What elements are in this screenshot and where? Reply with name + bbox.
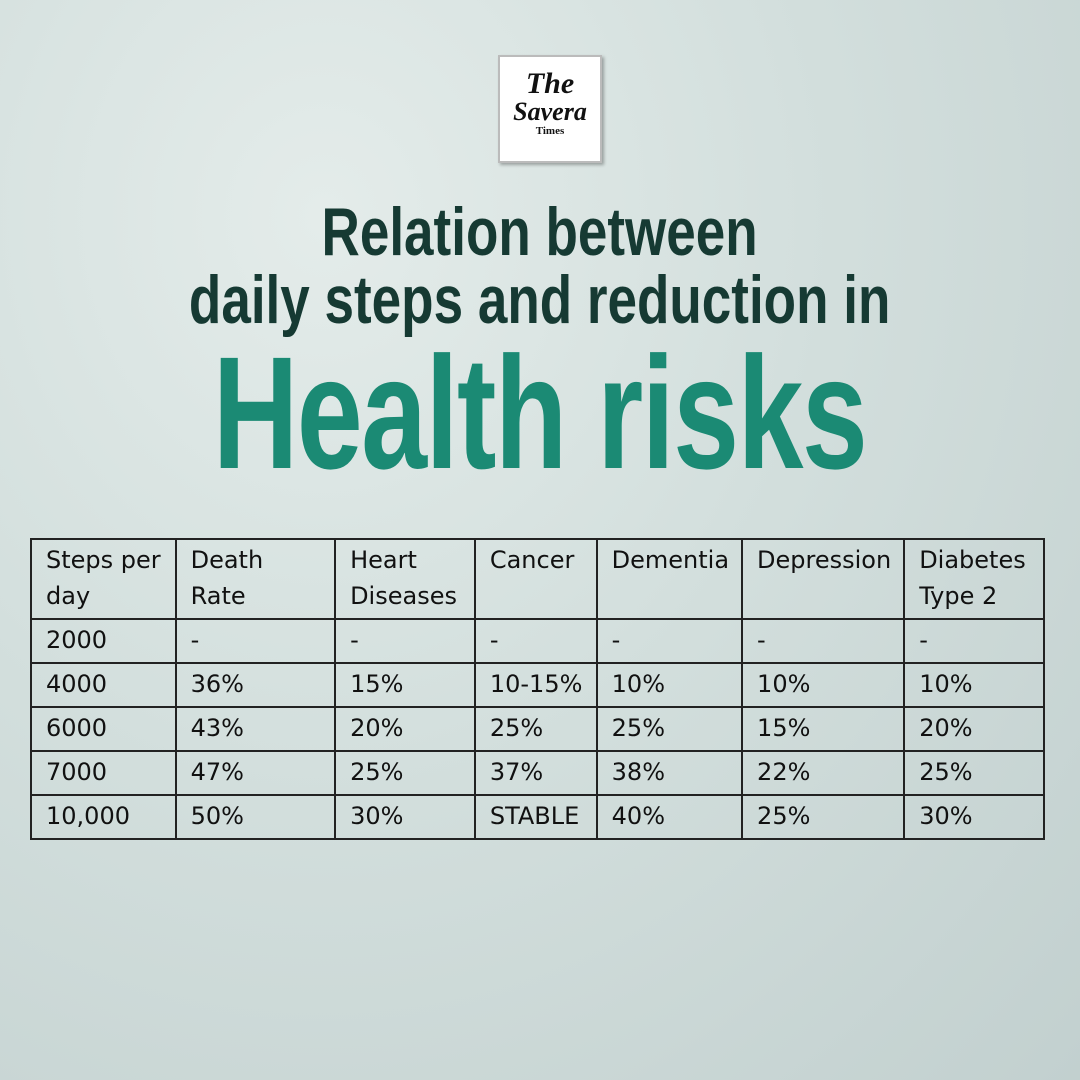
title-text: Relation between [321, 194, 759, 270]
table-cell: 20% [334, 706, 476, 752]
table-cell: STABLE [473, 794, 598, 840]
table-cell: 10% [595, 662, 744, 708]
header-cell: Cancer [473, 538, 598, 620]
table-cell: 25% [334, 750, 476, 796]
header-row: Steps per day Death Rate Heart Diseases Can… [30, 538, 1045, 620]
table-cell: - [903, 618, 1045, 664]
title-text: Health risks [213, 323, 868, 502]
header-cell: Heart Diseases [334, 538, 476, 620]
table-cell: 38% [595, 750, 744, 796]
table-row: 10,000 50% 30% STABLE 40% 25% 30% [30, 794, 1045, 840]
table-cell: - [473, 618, 598, 664]
table-row: 2000- - - - - - [30, 618, 1045, 664]
data-table: Steps per day Death Rate Heart Diseases Can… [30, 538, 1045, 840]
table-cell: 40% [595, 794, 744, 840]
table-cell: 25% [903, 750, 1045, 796]
table-cell: 25% [595, 706, 744, 752]
table-cell: 20% [903, 706, 1045, 752]
table-cell: 10,000 [30, 794, 177, 840]
logo-text: Savera [513, 97, 587, 126]
table-cell: - [595, 618, 744, 664]
table-cell: 10% [741, 662, 906, 708]
table-cell: 30% [334, 794, 476, 840]
header-cell: Depression [741, 538, 906, 620]
table-cell: 4000 [30, 662, 177, 708]
table-cell: 15% [741, 706, 906, 752]
title: daily steps and reduction in [0, 264, 1080, 336]
logo-text: The [525, 67, 575, 100]
table-cell: 7000 [30, 750, 177, 796]
table-cell: - [741, 618, 906, 664]
table-row: 6000 43% 20% 25% 25% 15% 20% [30, 706, 1045, 752]
table-cell: 37% [473, 750, 598, 796]
table-cell: 6000 [30, 706, 177, 752]
table-cell: 36% [174, 662, 337, 708]
table-cell: 22% [741, 750, 906, 796]
header-cell: Dementia [595, 538, 744, 620]
table-cell: - [334, 618, 476, 664]
table-cell: - [174, 618, 337, 664]
title-text: daily steps and reduction in [189, 262, 891, 338]
table-cell: 47% [174, 750, 337, 796]
logo: The Savera Times [498, 55, 602, 163]
title: Relation between [0, 196, 1080, 268]
header-cell: Steps per day [30, 538, 177, 620]
table-row: 4000 36% 15% 10-15% 10% 10% 10% [30, 662, 1045, 708]
table-cell: 43% [174, 706, 337, 752]
table-cell: 15% [334, 662, 476, 708]
header-cell: Diabetes Type 2 [903, 538, 1045, 620]
logo-text: Times [535, 125, 565, 137]
table-cell: 10% [903, 662, 1045, 708]
header-cell: Death Rate [174, 538, 337, 620]
table-cell: 25% [473, 706, 598, 752]
table-cell: 50% [174, 794, 337, 840]
table-row: 7000 47% 25% 37% 38% 22% 25% [30, 750, 1045, 796]
table-cell: 25% [741, 794, 906, 840]
table-cell: 2000 [30, 618, 177, 664]
table-cell: 30% [903, 794, 1045, 840]
table-cell: 10-15% [473, 662, 598, 708]
title: Health risks [0, 323, 1080, 502]
